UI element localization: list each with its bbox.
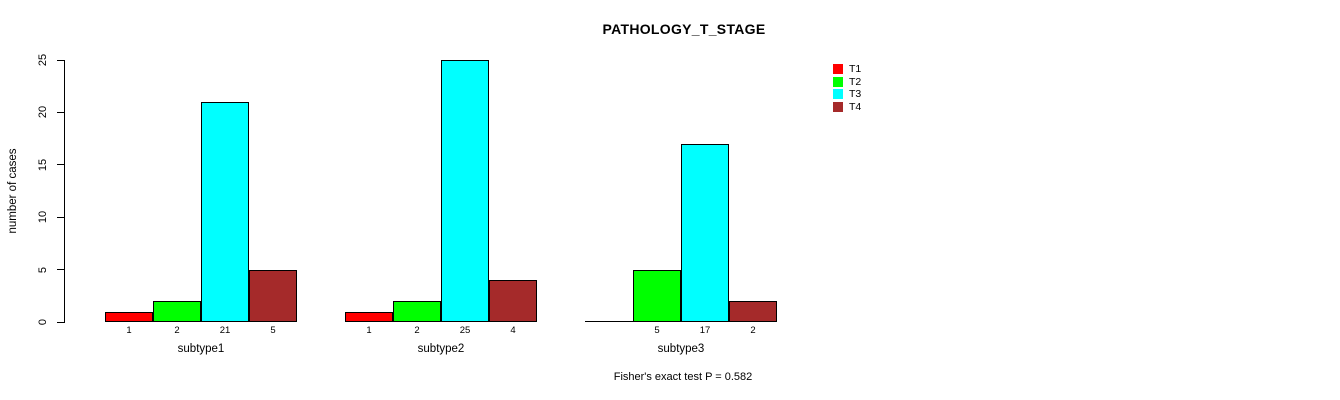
legend-swatch-T3 [833, 89, 843, 100]
bar-T3-subtype2 [441, 60, 489, 322]
bar-T3-subtype1 [201, 102, 249, 322]
legend-label-T1: T1 [849, 63, 862, 75]
bar-value-label: 17 [699, 325, 711, 336]
legend-label-T3: T3 [849, 88, 862, 101]
y-axis-tick [57, 59, 64, 61]
bar-T1-subtype3-zero [585, 321, 633, 322]
bar-value-label: 2 [174, 325, 180, 336]
y-axis-tick [57, 216, 64, 218]
bar-T3-subtype3 [681, 144, 729, 322]
footer-annotation: Fisher's exact test P = 0.582 [613, 371, 753, 383]
category-label-subtype2: subtype2 [417, 343, 465, 355]
bar-T1-subtype2 [345, 312, 393, 322]
bar-T2-subtype1 [153, 301, 201, 322]
bar-T1-subtype1 [105, 312, 153, 322]
y-axis-tick [57, 269, 64, 271]
y-axis-tick-label: 15 [37, 158, 49, 171]
bar-T2-subtype2 [393, 301, 441, 322]
bar-T4-subtype2 [489, 280, 537, 322]
legend-swatch-T4 [833, 102, 843, 113]
legend-swatch-T1 [833, 64, 843, 74]
legend-swatch-T2 [833, 76, 843, 87]
y-axis-tick-label: 20 [37, 106, 49, 119]
y-axis-tick-label: 10 [37, 211, 49, 224]
y-axis-tick [57, 321, 64, 323]
y-axis-tick-label: 25 [37, 53, 49, 67]
legend-label-T4: T4 [849, 101, 862, 114]
category-label-subtype3: subtype3 [657, 343, 705, 355]
bar-value-label: 2 [750, 325, 756, 336]
bar-value-label: 25 [459, 325, 471, 336]
bar-T4-subtype3 [729, 301, 777, 322]
bar-value-label: 4 [510, 325, 516, 336]
bar-value-label: 5 [654, 325, 660, 336]
y-axis-tick-label: 0 [37, 318, 49, 326]
legend-label-T2: T2 [849, 75, 862, 88]
bar-value-label: 1 [126, 325, 132, 336]
chart-title: PATHOLOGY_T_STAGE [602, 21, 766, 37]
y-axis-tick [57, 164, 64, 166]
y-axis-tick [57, 111, 64, 113]
y-axis-title: number of cases [7, 148, 19, 234]
bar-T2-subtype3 [633, 270, 681, 322]
bar-value-label: 2 [414, 325, 420, 336]
bar-value-label: 1 [366, 325, 372, 336]
bar-T4-subtype1 [249, 270, 297, 322]
category-label-subtype1: subtype1 [177, 343, 225, 355]
y-axis-tick-label: 5 [37, 266, 49, 273]
y-axis-line [64, 60, 65, 323]
bar-value-label: 5 [270, 325, 276, 336]
bar-value-label: 21 [219, 325, 231, 336]
